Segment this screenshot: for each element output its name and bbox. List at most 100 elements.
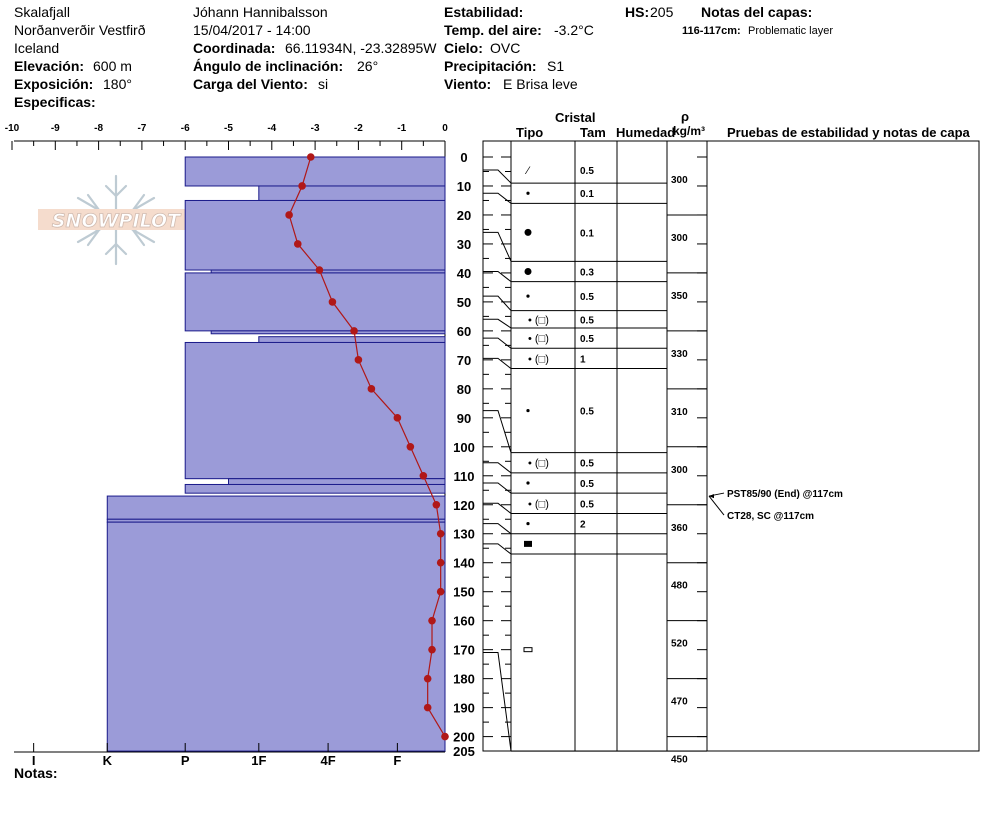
grain-rounded-icon — [526, 408, 530, 413]
density-value-1: 300 — [671, 233, 688, 244]
stability-tests: PST85/90 (End) @117cm CT28, SC @117cm — [708, 489, 843, 522]
crystal-connector-14 — [483, 652, 512, 752]
hs-value: 205 — [650, 4, 674, 20]
hardness-layers — [106, 156, 446, 752]
temp-point-7 — [354, 356, 363, 364]
grain-rounded-faceted-icon: • (□) — [528, 314, 549, 326]
incline-value: 26° — [357, 58, 378, 74]
column-headers: Cristal Tipo Tam Humedad ρ kg/m³ Pruebas… — [516, 109, 971, 140]
logo-band — [38, 209, 194, 230]
temp-point-14 — [436, 558, 445, 567]
temp-point-19 — [423, 703, 432, 712]
grain-ice-layer-icon — [524, 540, 532, 547]
density-value-3: 330 — [671, 349, 688, 360]
hardness-label-F: F — [393, 753, 401, 768]
crystal-connector-9 — [483, 462, 512, 474]
temp-tick-label--6: -6 — [181, 123, 190, 134]
temp-point-18 — [423, 674, 432, 683]
wind-load-label: Carga del Viento: — [193, 76, 308, 92]
depth-label-150: 150 — [453, 585, 475, 600]
crystal-connector-0 — [483, 169, 512, 184]
col-crystal: Cristal — [555, 110, 595, 125]
grain-size-8: 0.5 — [580, 407, 594, 418]
grain-size-2: 0.1 — [580, 228, 594, 239]
elevation-label: Elevación: — [14, 58, 84, 74]
grain-size-10: 0.5 — [580, 479, 594, 490]
datetime: 15/04/2017 - 14:00 — [193, 22, 311, 38]
temp-tick-label--4: -4 — [267, 123, 276, 134]
hardness-bar-8 — [228, 478, 446, 485]
temp-tick-label--3: -3 — [311, 123, 320, 134]
temp-tick-label--1: -1 — [397, 123, 406, 134]
temp-tick-label--2: -2 — [354, 123, 363, 134]
density-value-5: 300 — [671, 465, 688, 476]
test-arrow-1 — [709, 494, 714, 499]
temp-point-11 — [419, 471, 428, 480]
temp-tick-label--9: -9 — [51, 123, 60, 134]
col-density-unit: kg/m³ — [673, 124, 705, 138]
country: Iceland — [14, 40, 59, 56]
incline-label: Ángulo de inclinación: — [193, 58, 343, 74]
hardness-bar-5 — [210, 330, 446, 335]
grain-melt-form-icon — [524, 228, 532, 236]
depth-label-50: 50 — [457, 295, 471, 310]
notes-label: Notas: — [14, 765, 58, 781]
coord-value: 66.11934N, -23.32895W — [285, 40, 437, 56]
specifics-label: Especificas: — [14, 94, 96, 110]
layer-note-depth: 116-117cm: — [682, 25, 741, 37]
layer-columns: ⁄ 0.5 0.1 0.1 0.3 0.5 • (□) 0.5 • (□) 0.5 • (□) 1 0.… — [483, 165, 707, 766]
location: Skalafjall — [14, 4, 70, 20]
grain-size-6: 0.5 — [580, 334, 594, 345]
depth-label-30: 30 — [457, 237, 471, 252]
temp-tick-label-0: 0 — [442, 123, 448, 134]
header: Skalafjall Norðanverðir Vestfirð Iceland… — [14, 4, 833, 110]
temp-point-10 — [406, 443, 415, 451]
temp-point-6 — [350, 327, 358, 335]
depth-label-140: 140 — [453, 556, 475, 571]
temp-point-1 — [298, 182, 306, 190]
snowpilot-logo: SNOWPILOT — [38, 174, 194, 266]
temp-point-20 — [441, 732, 449, 741]
hardness-bar-10 — [106, 495, 446, 520]
grain-rounded-faceted-icon: • (□) — [528, 498, 549, 510]
depth-label-120: 120 — [453, 498, 475, 513]
precip-value: S1 — [547, 58, 564, 74]
temp-point-17 — [428, 645, 436, 654]
crystal-connector-11 — [483, 502, 512, 514]
air-temp-label: Temp. del aire: — [444, 22, 542, 38]
temp-point-2 — [285, 211, 293, 219]
col-type: Tipo — [516, 125, 543, 140]
hardness-label-I: I — [32, 753, 36, 768]
wind-label: Viento: — [444, 76, 491, 92]
hardness-bar-6 — [258, 336, 446, 343]
crystal-connector-13 — [483, 543, 512, 555]
crystal-connector-12 — [483, 523, 512, 535]
temp-tick-label--10: -10 — [5, 123, 20, 134]
hardness-bar-12 — [106, 521, 446, 752]
temp-point-3 — [293, 240, 302, 248]
precip-label: Precipitación: — [444, 58, 537, 74]
depth-label-160: 160 — [453, 614, 475, 629]
grain-size-3: 0.3 — [580, 267, 594, 278]
hardness-label-P: P — [181, 753, 190, 768]
depth-label-90: 90 — [457, 411, 471, 426]
axes: -10 -9 -8 -7 -6 -5 -4 -3 -2 -1 0I K P 1F 4F F0102030405… — [5, 123, 707, 768]
density-value-6: 360 — [671, 523, 688, 534]
grain-size-9: 0.5 — [580, 459, 594, 470]
depth-label-10: 10 — [457, 179, 471, 194]
hardness-label-K: K — [103, 753, 113, 768]
hardness-bar-2 — [184, 199, 446, 271]
depth-label-40: 40 — [457, 266, 471, 281]
logo-text: SNOWPILOT — [52, 210, 182, 232]
density-value-7: 480 — [671, 581, 688, 592]
sky-value: OVC — [490, 40, 520, 56]
hardness-bar-0 — [184, 156, 446, 187]
crystal-connector-4 — [483, 295, 512, 311]
hardness-bar-9 — [184, 483, 446, 494]
observer: Jóhann Hannibalsson — [193, 4, 328, 20]
air-temp-value: -3.2°C — [554, 22, 594, 38]
col-rho: ρ — [681, 109, 689, 124]
col-moisture: Humedad — [616, 125, 675, 140]
layer-notes-label: Notas del capas: — [701, 4, 812, 20]
